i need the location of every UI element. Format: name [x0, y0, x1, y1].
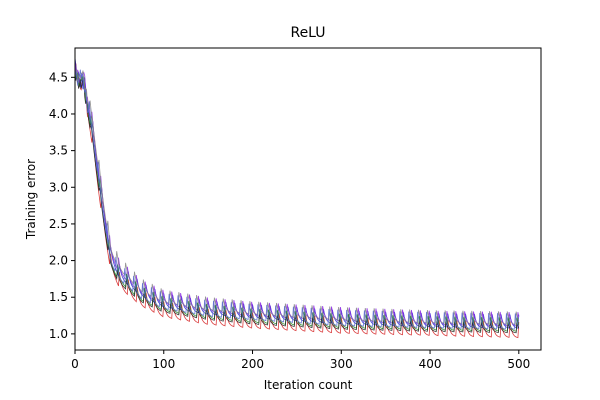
x-axis-label: Iteration count — [264, 378, 353, 392]
x-tick-label: 500 — [507, 357, 530, 371]
series-layer — [74, 57, 520, 339]
series-line — [74, 73, 520, 334]
y-tick-label: 1.0 — [49, 327, 68, 341]
y-ticks: 1.0 1.5 2.0 2.5 3.0 3.5 4.0 4.5 — [49, 70, 75, 341]
y-axis-label: Training error — [24, 159, 38, 240]
x-tick-label: 300 — [330, 357, 353, 371]
y-tick-label: 2.0 — [49, 254, 68, 268]
y-tick-label: 4.0 — [49, 107, 68, 121]
axes-layer — [74, 47, 542, 351]
x-tick-label: 0 — [71, 357, 79, 371]
y-tick-label: 2.5 — [49, 217, 68, 231]
plot-frame — [74, 47, 542, 351]
x-tick-label: 400 — [419, 357, 442, 371]
series-line — [74, 69, 520, 330]
chart-title: ReLU — [290, 25, 325, 41]
y-tick-label: 4.5 — [49, 70, 68, 84]
series-line — [74, 62, 520, 339]
x-tick-label: 200 — [241, 357, 264, 371]
x-tick-label: 100 — [152, 357, 175, 371]
series-line — [74, 69, 520, 325]
series-line — [74, 57, 520, 329]
y-tick-label: 3.0 — [49, 180, 68, 194]
y-tick-label: 3.5 — [49, 144, 68, 158]
series-line — [74, 59, 520, 327]
x-ticks: 0 100 200 300 400 500 — [71, 350, 530, 371]
y-tick-label: 1.5 — [49, 290, 68, 304]
